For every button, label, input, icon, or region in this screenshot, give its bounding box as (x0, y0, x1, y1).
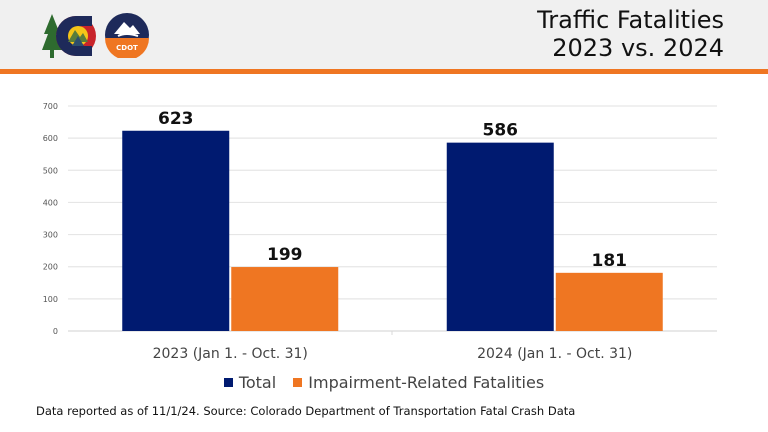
data-label: 181 (592, 251, 628, 271)
y-tick-label: 500 (43, 166, 58, 175)
data-label: 623 (158, 109, 194, 129)
y-tick-label: 300 (43, 231, 58, 240)
y-tick-label: 100 (43, 295, 58, 304)
header-divider (0, 69, 768, 74)
data-label: 586 (483, 121, 519, 141)
legend-swatch-impairment (293, 378, 303, 387)
data-label: 199 (267, 245, 303, 265)
legend-swatch-total (223, 378, 233, 387)
title-line-1: Traffic Fatalities (537, 6, 724, 34)
bar (231, 267, 339, 331)
x-axis-labels: 2023 (Jan 1. - Oct. 31) 2024 (Jan 1. - Oc… (153, 346, 633, 362)
legend-label-impairment: Impairment-Related Fatalities (308, 373, 545, 392)
y-axis-ticks: 0 100 200 300 400 500 600 700 (43, 102, 58, 336)
bars (122, 130, 663, 331)
y-tick-label: 200 (43, 263, 58, 272)
source-note: Data reported as of 11/1/24. Source: Col… (36, 404, 576, 418)
bar (555, 272, 663, 331)
bar (446, 142, 554, 331)
x-category-label: 2023 (Jan 1. - Oct. 31) (153, 346, 308, 362)
cdot-logo-icon: CDOT (105, 13, 149, 58)
bar-chart: 0 100 200 300 400 500 600 700 623 199 586 181 2023… (43, 102, 717, 362)
y-tick-label: 400 (43, 198, 58, 207)
y-tick-label: 0 (53, 327, 58, 336)
bar (122, 130, 230, 331)
title-line-2: 2023 vs. 2024 (552, 34, 724, 62)
legend-label-total: Total (238, 373, 277, 392)
legend: Total Impairment-Related Fatalities (0, 372, 768, 392)
legend-item-total: Total (223, 373, 277, 392)
colorado-state-logo-icon (42, 14, 96, 58)
page-title: Traffic Fatalities 2023 vs. 2024 (537, 6, 724, 62)
data-labels: 623 199 586 181 (158, 109, 627, 271)
header: CDOT Traffic Fatalities 2023 vs. 2024 (0, 0, 768, 69)
x-category-label: 2024 (Jan 1. - Oct. 31) (477, 346, 632, 362)
y-tick-label: 700 (43, 102, 58, 111)
y-tick-label: 600 (43, 134, 58, 143)
legend-item-impairment: Impairment-Related Fatalities (293, 373, 544, 392)
cdot-label: CDOT (116, 44, 138, 52)
